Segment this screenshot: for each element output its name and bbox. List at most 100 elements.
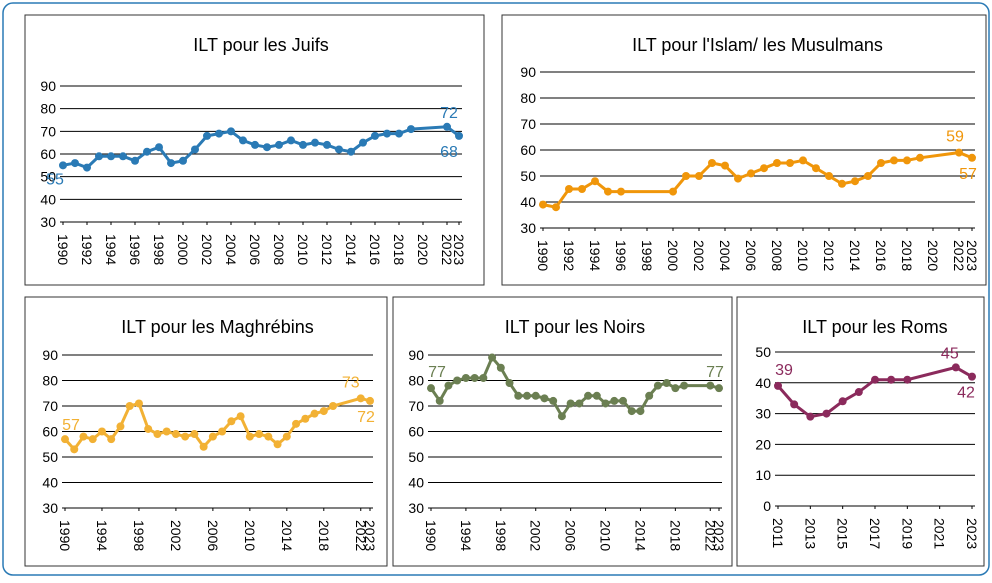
x-tick-label: 2016 [367, 234, 383, 265]
point [71, 159, 79, 168]
y-tick-label: 80 [40, 101, 56, 117]
point [773, 159, 781, 167]
chart-title: ILT pour les Maghrébins [121, 317, 313, 337]
point [575, 399, 584, 408]
point [461, 373, 470, 382]
x-tick-label: 1998 [493, 520, 509, 551]
point [95, 152, 103, 161]
x-tick-label: 2012 [821, 240, 837, 271]
point [131, 156, 139, 165]
point [79, 432, 88, 441]
point [299, 140, 307, 149]
y-tick-label: 50 [520, 168, 536, 184]
point [264, 432, 273, 441]
point [61, 435, 69, 444]
x-tick-label: 2002 [691, 240, 707, 271]
x-tick-label: 1994 [94, 520, 110, 551]
point [359, 138, 367, 147]
x-tick-label: 2000 [175, 234, 191, 265]
point [181, 432, 190, 441]
y-tick-label: 40 [42, 475, 58, 491]
point [329, 402, 338, 410]
x-tick-label: 2002 [528, 520, 544, 551]
y-tick-label: 50 [408, 449, 424, 465]
point [179, 156, 187, 165]
y-tick-label: 40 [408, 475, 424, 491]
y-tick-label: 70 [408, 398, 424, 414]
point [319, 407, 328, 416]
chart-title: ILT pour l'Islam/ les Musulmans [632, 35, 883, 55]
x-tick-label: 2022 [951, 240, 967, 271]
x-tick-label: 1990 [423, 520, 439, 551]
x-tick-label: 2010 [795, 240, 811, 271]
point [887, 375, 896, 384]
point [273, 440, 282, 449]
point [311, 138, 319, 147]
point [968, 153, 976, 162]
point [877, 159, 885, 167]
point [383, 129, 391, 138]
point [662, 379, 671, 388]
y-tick-label: 90 [40, 78, 56, 94]
point [310, 409, 319, 418]
point [523, 391, 531, 400]
point [218, 427, 227, 436]
point [356, 394, 365, 403]
y-tick-label: 40 [755, 375, 771, 391]
point [275, 140, 283, 149]
x-tick-label: 1992 [561, 240, 577, 271]
point [790, 400, 799, 409]
x-tick-label: 2010 [598, 520, 614, 551]
point [557, 412, 566, 421]
point [245, 432, 254, 441]
x-tick-label: 2014 [343, 234, 359, 265]
data-label: 73 [342, 374, 360, 391]
x-tick-label: 1998 [131, 520, 147, 551]
x-tick-label: 2020 [415, 234, 431, 265]
y-tick-label: 60 [408, 424, 424, 440]
x-tick-label: 2022 [439, 234, 455, 265]
point [97, 427, 106, 436]
point [479, 373, 488, 382]
point [653, 381, 662, 390]
point [395, 129, 403, 138]
y-tick-label: 90 [42, 347, 58, 363]
x-tick-label: 1990 [535, 240, 551, 271]
data-label: 57 [959, 166, 977, 183]
point [627, 407, 636, 416]
x-tick-label: 2014 [632, 520, 648, 551]
point [155, 143, 163, 152]
x-tick-label: 2010 [295, 234, 311, 265]
data-label: 72 [357, 409, 375, 426]
point [107, 152, 115, 161]
x-tick-label: 1994 [103, 234, 119, 265]
x-tick-label: 2004 [717, 240, 733, 271]
point [903, 156, 911, 165]
x-tick-label: 2018 [667, 520, 683, 551]
point [167, 159, 175, 168]
data-label: 42 [957, 385, 975, 402]
point [292, 419, 301, 428]
point [968, 372, 976, 381]
point [669, 187, 677, 196]
point [134, 399, 143, 408]
x-tick-label: 2023 [451, 234, 467, 265]
x-tick-label: 2022 [702, 520, 718, 551]
x-tick-label: 2019 [899, 518, 915, 549]
point [539, 200, 547, 209]
point [116, 422, 125, 431]
point [636, 407, 645, 416]
x-tick-label: 2022 [353, 520, 369, 551]
point [227, 417, 236, 426]
point [190, 430, 199, 439]
point [601, 399, 610, 408]
x-tick-label: 1996 [613, 240, 629, 271]
point [470, 373, 479, 382]
x-tick-label: 2006 [205, 520, 221, 551]
y-tick-label: 70 [42, 398, 58, 414]
point [822, 409, 831, 418]
point [871, 375, 879, 384]
point [227, 127, 235, 136]
y-tick-label: 40 [520, 194, 536, 210]
